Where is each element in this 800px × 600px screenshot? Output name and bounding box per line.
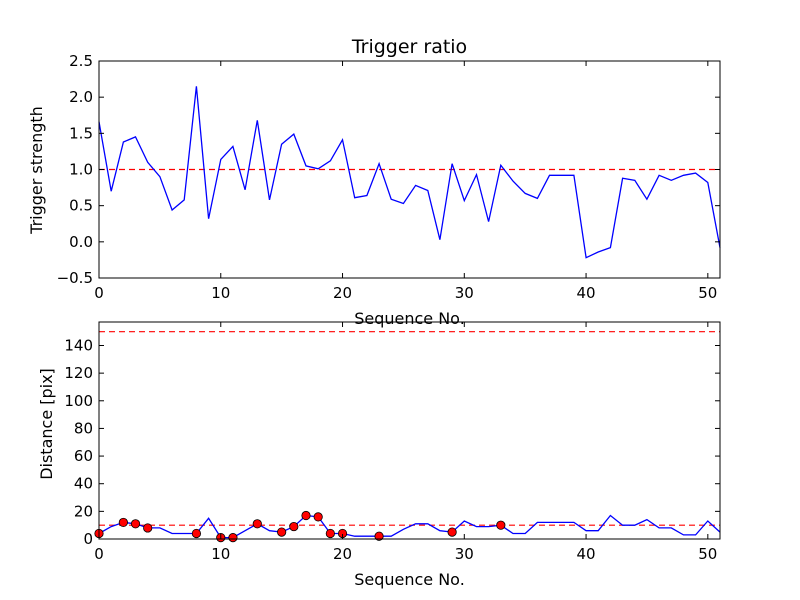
x-tick-label: 40 — [577, 545, 596, 563]
x-tick-group: 0 10 20 30 40 50 — [94, 61, 717, 302]
marker-group — [94, 510, 506, 543]
plot-frame — [98, 321, 721, 540]
data-point-marker — [301, 510, 311, 521]
data-point-marker — [325, 528, 335, 539]
x-tick-label: 30 — [455, 545, 474, 563]
y-tick-label: 0.5 — [69, 197, 93, 215]
x-tick-label: 40 — [577, 284, 596, 302]
data-point-marker — [277, 527, 287, 537]
data-point-marker — [252, 519, 262, 529]
y-tick-label: 1.0 — [69, 161, 93, 179]
series-group — [98, 514, 721, 539]
data-point-marker — [143, 523, 153, 533]
x-tick-label: 0 — [94, 545, 104, 563]
y-tick-label: 0.0 — [69, 233, 93, 251]
y-tick-label: 80 — [74, 419, 93, 437]
data-point-marker — [374, 531, 384, 541]
y-tick-label: −0.5 — [57, 269, 93, 287]
data-point-marker — [289, 521, 299, 532]
x-axis-label: Sequence No. — [354, 570, 465, 589]
y-axis-label: Trigger strength — [27, 106, 46, 235]
data-point-marker — [496, 520, 506, 530]
series-group — [98, 86, 721, 259]
x-tick-group: 0 10 20 30 40 50 — [94, 322, 717, 563]
data-point-marker — [447, 527, 457, 537]
distance-chart: 0 10 20 30 40 50 0 20 40 60 80 100 120 140 Sequence … — [37, 321, 721, 589]
trigger-ratio-chart: Trigger ratio 0 10 20 30 40 50 −0.5 0.0 0.5 1.0 1… — [27, 36, 721, 328]
y-tick-label: 120 — [64, 364, 93, 382]
y-tick-label: 140 — [64, 336, 93, 354]
data-point-marker — [191, 528, 202, 539]
x-tick-label: 10 — [211, 284, 230, 302]
y-axis-label: Distance [pix] — [37, 368, 56, 480]
series-line — [98, 86, 721, 259]
x-tick-label: 20 — [333, 284, 352, 302]
y-tick-label: 20 — [74, 502, 93, 520]
y-tick-label: 60 — [74, 447, 93, 465]
y-tick-group: 0 20 40 60 80 100 120 140 — [64, 336, 720, 548]
x-tick-label: 30 — [455, 284, 474, 302]
data-point-marker — [130, 519, 141, 529]
x-tick-label: 10 — [211, 545, 230, 563]
x-tick-label: 0 — [94, 284, 104, 302]
y-tick-label: 2.5 — [69, 52, 93, 70]
data-point-marker — [118, 517, 128, 528]
reference-line-group — [99, 331, 720, 526]
y-tick-group: −0.5 0.0 0.5 1.0 1.5 2.0 2.5 — [57, 52, 720, 287]
x-tick-label: 20 — [333, 545, 352, 563]
y-tick-label: 40 — [74, 475, 93, 493]
y-tick-label: 2.0 — [69, 88, 93, 106]
y-tick-label: 1.5 — [69, 124, 93, 142]
data-point-marker — [313, 512, 323, 522]
data-point-marker — [228, 533, 238, 543]
chart-title: Trigger ratio — [351, 36, 467, 58]
x-tick-label: 50 — [698, 545, 717, 563]
y-tick-label: 0 — [83, 530, 93, 548]
x-axis-label: Sequence No. — [354, 309, 465, 328]
x-tick-label: 50 — [698, 284, 717, 302]
series-line — [98, 514, 721, 539]
y-tick-label: 100 — [64, 392, 93, 410]
